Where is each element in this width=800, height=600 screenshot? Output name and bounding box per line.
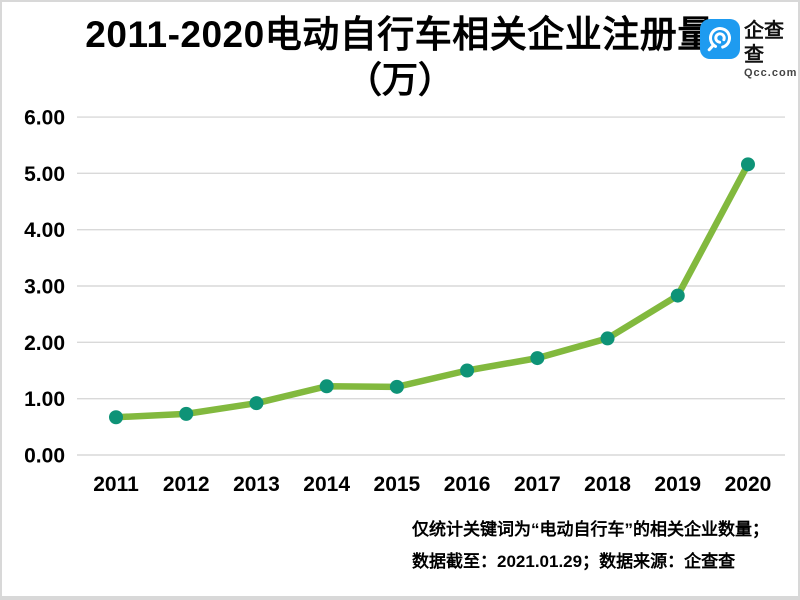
qcc-logo-domain: Qcc.com <box>744 67 798 79</box>
footnote-line-2: 数据截至：2021.01.29；数据来源：企查查 <box>412 552 736 571</box>
qcc-logo-text: 企查查 Qcc.com <box>744 19 798 80</box>
data-point-marker <box>179 406 194 421</box>
y-axis-tick-label: 5.00 <box>24 163 65 186</box>
x-axis-tick-label: 2018 <box>584 473 631 496</box>
footnote-line-1: 仅统计关键词为“电动自行车”的相关企业数量； <box>412 520 769 539</box>
y-axis-tick-label: 6.00 <box>24 107 65 130</box>
x-axis-tick-label: 2014 <box>303 473 350 496</box>
data-point-marker <box>389 379 404 394</box>
y-axis-tick-label: 4.00 <box>24 219 65 242</box>
qcc-logo-name: 企查查 <box>744 20 784 66</box>
x-axis-tick-label: 2020 <box>725 473 772 496</box>
x-axis-tick-label: 2015 <box>374 473 421 496</box>
data-point-marker <box>249 396 264 411</box>
x-axis-tick-label: 2019 <box>654 473 701 496</box>
data-point-marker <box>740 157 755 172</box>
data-point-marker <box>460 363 475 378</box>
data-point-marker <box>530 351 545 366</box>
y-axis-tick-label: 2.00 <box>24 332 65 355</box>
page-title: 2011-2020电动自行车相关企业注册量 <box>85 14 715 55</box>
data-point-marker <box>319 379 334 394</box>
data-point-marker <box>600 331 615 346</box>
chart-header: 2011-2020电动自行车相关企业注册量 （万） <box>2 12 798 101</box>
x-axis-tick-label: 2013 <box>233 473 280 496</box>
series-line <box>112 161 752 421</box>
y-axis-tick-label: 1.00 <box>24 388 65 411</box>
y-axis-tick-label: 0.00 <box>24 445 65 468</box>
footnote: 仅统计关键词为“电动自行车”的相关企业数量； 数据截至：2021.01.29；数… <box>412 514 769 578</box>
x-axis-tick-label: 2012 <box>163 473 210 496</box>
page-title-unit: （万） <box>345 59 454 100</box>
x-axis-tick-label: 2011 <box>93 473 139 496</box>
y-axis-tick-label: 3.00 <box>24 276 65 299</box>
x-axis-tick-label: 2016 <box>444 473 491 496</box>
line-chart: 0.00 1.00 2.00 3.00 4.00 5.00 6.00 2011 2012 2013… <box>24 107 785 496</box>
data-point-marker <box>109 410 123 425</box>
data-point-marker <box>670 288 685 303</box>
x-axis-tick-label: 2017 <box>514 473 561 496</box>
qcc-logo-icon <box>700 19 740 59</box>
qcc-logo: 企查查 Qcc.com <box>700 19 798 80</box>
